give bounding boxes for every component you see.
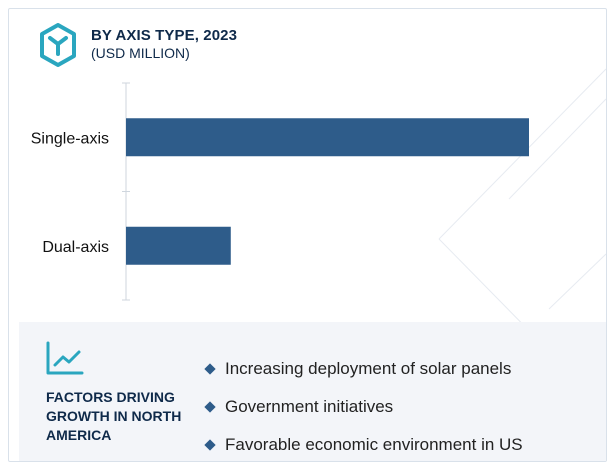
chart-subtitle: (USD MILLION) xyxy=(91,45,190,61)
factor-text: Increasing deployment of solar panels xyxy=(225,359,512,378)
bar-single-axis xyxy=(126,118,529,157)
factor-item: Increasing deployment of solar panels xyxy=(204,350,523,388)
growth-factors-panel: FACTORS DRIVING GROWTH IN NORTH AMERICA … xyxy=(19,322,606,461)
chart-title-block: BY AXIS TYPE, 2023 (USD MILLION) xyxy=(91,27,237,61)
hexagon-y-icon xyxy=(40,23,76,67)
report-card: BY AXIS TYPE, 2023 (USD MILLION) Single-… xyxy=(8,8,607,462)
bar-chart: Single-axis Dual-axis xyxy=(31,82,529,301)
factor-item: Government initiatives xyxy=(204,388,523,426)
diamond-bullet-icon xyxy=(204,439,216,451)
category-label: Single-axis xyxy=(31,130,109,147)
factors-list: Increasing deployment of solar panels Go… xyxy=(204,350,523,461)
factor-item: Favorable economic environment in US xyxy=(204,426,523,461)
factor-text: Favorable economic environment in US xyxy=(225,435,523,454)
factor-text: Government initiatives xyxy=(225,397,394,416)
diamond-bullet-icon xyxy=(204,363,216,375)
chart-title: BY AXIS TYPE, 2023 xyxy=(91,27,238,44)
bar-dual-axis xyxy=(126,226,231,265)
trend-line-icon xyxy=(46,341,84,375)
factors-heading: FACTORS DRIVING GROWTH IN NORTH AMERICA xyxy=(46,389,182,443)
diamond-bullet-icon xyxy=(204,401,216,413)
category-label: Dual-axis xyxy=(42,239,109,256)
